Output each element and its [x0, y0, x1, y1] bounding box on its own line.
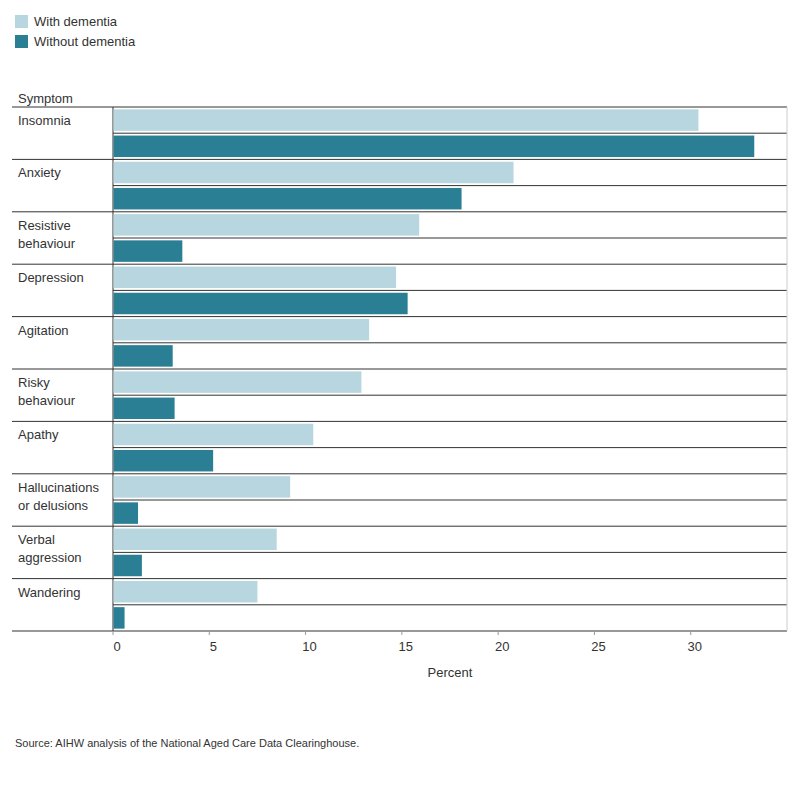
category-label-line: Risky: [18, 375, 50, 390]
category-label: Agitation: [18, 323, 69, 338]
x-tick: [594, 631, 595, 635]
bar: [114, 424, 314, 445]
row-border: [12, 211, 787, 212]
x-tick-label: 15: [399, 639, 413, 654]
x-tick-label: 10: [302, 639, 316, 654]
row-border: [12, 473, 787, 474]
row-border: [12, 159, 787, 160]
legend-swatch: [15, 15, 28, 28]
sub-row-border: [113, 500, 787, 501]
row-border: [12, 107, 787, 108]
category-label-line: behaviour: [18, 393, 76, 408]
x-tick: [498, 631, 499, 635]
bar: [114, 529, 277, 550]
sub-row-border: [113, 342, 787, 343]
bar: [114, 293, 408, 314]
x-tick-label: 0: [113, 639, 120, 654]
x-tick: [690, 631, 691, 635]
legend-swatch: [15, 35, 28, 48]
sub-row-border: [113, 447, 787, 448]
category-label-line: Resistive: [18, 218, 71, 233]
bar: [114, 476, 291, 497]
bar: [114, 188, 462, 209]
bar: [114, 136, 755, 157]
x-tick-label: 20: [495, 639, 509, 654]
category-label: Hallucinations or delusions: [18, 480, 99, 513]
sub-row-border: [113, 604, 787, 605]
row-border: [12, 369, 787, 370]
row-border: [12, 526, 787, 527]
row-border: [12, 578, 787, 579]
x-axis: 0 5 10 15 20 25 30: [113, 631, 702, 654]
category-label: Anxiety: [18, 165, 61, 180]
category-label: Depression: [18, 270, 84, 285]
sub-row-border: [113, 395, 787, 396]
category-label-line: Wandering: [18, 585, 80, 600]
bars: [114, 109, 755, 628]
x-tick: [209, 631, 210, 635]
bar: [114, 109, 699, 130]
x-tick: [113, 631, 114, 635]
sub-row-border: [113, 238, 787, 239]
category-label-line: Agitation: [18, 323, 69, 338]
sub-row-border: [113, 552, 787, 553]
row-border: [12, 631, 787, 632]
sub-row-border: [113, 133, 787, 134]
category-label: Apathy: [18, 427, 59, 442]
row-border: [12, 421, 787, 422]
category-label-line: Apathy: [18, 427, 59, 442]
category-label-line: Depression: [18, 270, 84, 285]
x-tick-label: 30: [687, 639, 701, 654]
bar: [114, 319, 370, 340]
bar: [114, 267, 397, 288]
x-tick: [305, 631, 306, 635]
bar: [114, 607, 125, 628]
x-tick-label: 25: [591, 639, 605, 654]
category-label-line: Insomnia: [18, 113, 72, 128]
x-tick: [401, 631, 402, 635]
category-label-line: or delusions: [18, 498, 89, 513]
row-border: [12, 264, 787, 265]
bar: [114, 345, 173, 366]
legend: With dementia Without dementia: [15, 14, 136, 49]
legend-label: With dementia: [34, 14, 118, 29]
category-label-line: Verbal: [18, 532, 55, 547]
y-axis-title: Symptom: [18, 91, 73, 106]
x-tick-label: 5: [210, 639, 217, 654]
category-label-line: Hallucinations: [18, 480, 99, 495]
chart: With dementia Without dementia Symptom Inso…: [0, 0, 800, 800]
bar: [114, 502, 139, 523]
sub-row-border: [113, 185, 787, 186]
axis-end: [787, 107, 788, 631]
category-label-line: aggression: [18, 550, 82, 565]
bar: [114, 162, 514, 183]
category-label-line: Anxiety: [18, 165, 61, 180]
bar: [114, 555, 142, 576]
bar: [114, 214, 420, 235]
category-label: Wandering: [18, 585, 80, 600]
category-labels: Insomnia Anxiety Resistive behaviour Depress…: [18, 113, 99, 600]
sub-row-border: [113, 290, 787, 291]
source-note: Source: AIHW analysis of the National Ag…: [15, 737, 359, 749]
category-label: Verbal aggression: [18, 532, 82, 565]
bar: [114, 398, 175, 419]
legend-label: Without dementia: [34, 34, 136, 49]
category-label: Risky behaviour: [18, 375, 76, 408]
bar: [114, 450, 214, 471]
row-border: [12, 316, 787, 317]
bar: [114, 371, 362, 392]
bar: [114, 240, 183, 261]
bar: [114, 581, 258, 602]
x-axis-title: Percent: [428, 665, 473, 680]
category-label: Insomnia: [18, 113, 72, 128]
category-label-line: behaviour: [18, 236, 76, 251]
category-label: Resistive behaviour: [18, 218, 76, 251]
axis-line: [113, 107, 114, 631]
frame: [12, 107, 787, 631]
